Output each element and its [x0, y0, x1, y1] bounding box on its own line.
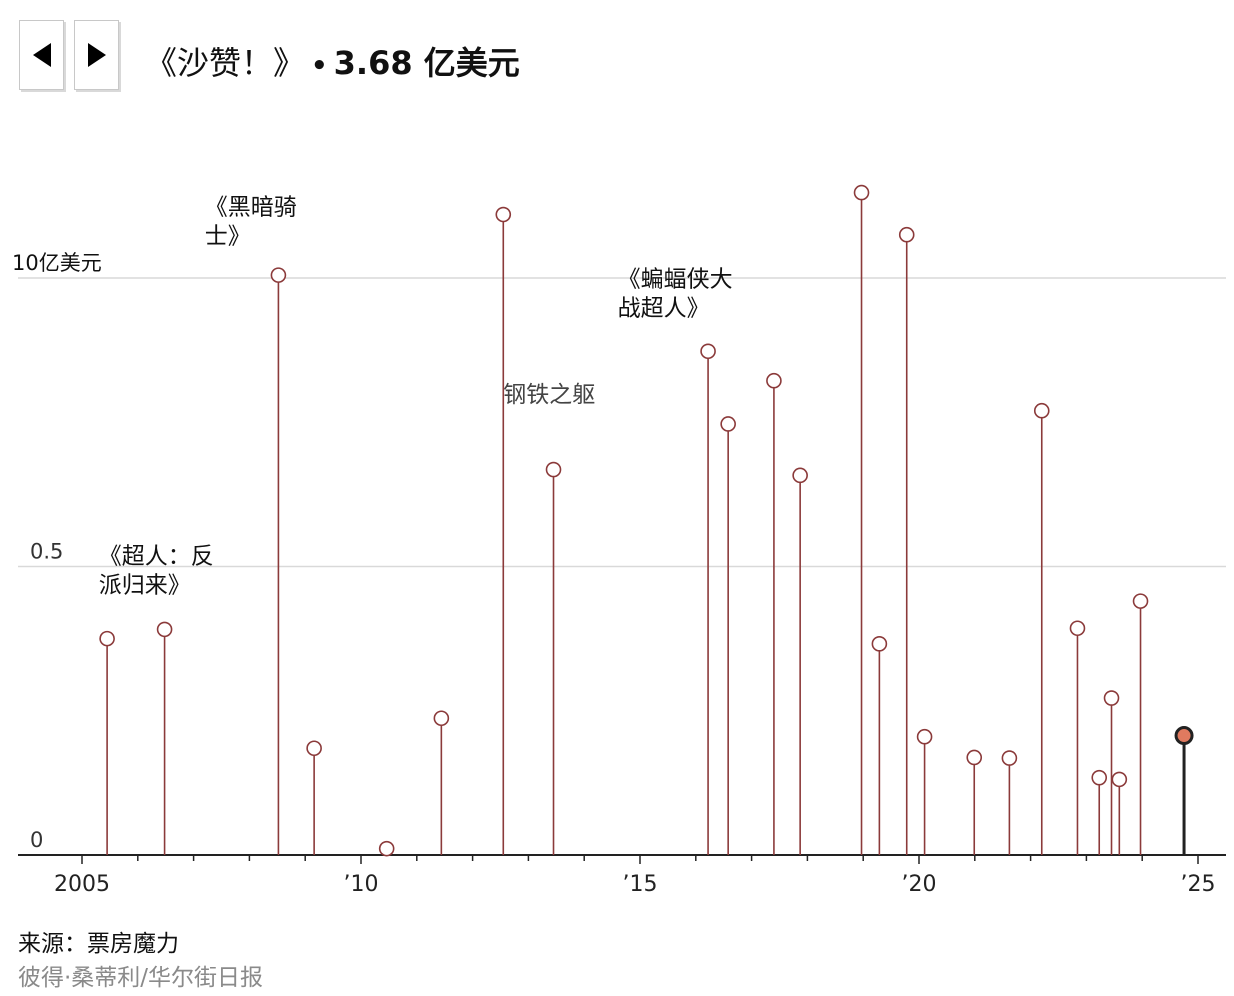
lollipop-point — [916, 728, 933, 745]
annotation-label: 《蝙蝠侠大战超人》 — [618, 267, 733, 322]
x-tick-label: ’25 — [1181, 872, 1216, 897]
x-tick-label: ’15 — [623, 872, 658, 897]
credit-note: 彼得·桑蒂利/华尔街日报 — [18, 965, 264, 991]
lollipop-point — [99, 630, 115, 647]
prev-button[interactable] — [19, 20, 64, 90]
lollipop-point — [545, 461, 562, 478]
annotation-label: 《超人：反派归来》 — [99, 544, 214, 599]
lollipop-point — [156, 621, 173, 638]
lollipop-point — [700, 343, 716, 360]
title-film-name: 《沙赞！》 — [145, 44, 306, 82]
y-tick-label: 0.5 — [30, 540, 63, 564]
triangle-left-icon — [32, 43, 51, 67]
title-separator: • — [311, 51, 328, 81]
lollipop-point — [898, 226, 915, 243]
lollipop-point — [1111, 771, 1128, 788]
highlight-point — [1174, 726, 1194, 746]
lollipop-point — [853, 184, 870, 201]
source-note: 来源：票房魔力 — [18, 931, 179, 957]
lollipop-point — [792, 467, 808, 484]
lollipop-point — [1132, 593, 1149, 609]
x-tick-label: ’10 — [344, 872, 379, 897]
lollipop-point — [270, 267, 287, 283]
lollipop-point — [1069, 620, 1086, 637]
chart-title: 《沙赞！》 • 3.68 亿美元 — [145, 38, 520, 84]
lollipop-point — [433, 710, 450, 727]
lollipop-point — [378, 840, 395, 857]
annotation-line: 钢铁之躯 — [503, 382, 595, 408]
annotation-label: 钢铁之躯 — [503, 382, 595, 408]
next-button[interactable] — [74, 20, 119, 90]
lollipop-point — [766, 372, 782, 389]
lollipop-point — [871, 636, 888, 652]
lollipop-point — [306, 740, 322, 757]
lollipop-point — [1001, 750, 1018, 766]
lollipop-point — [720, 416, 736, 432]
annotation-line: 《超人：反 — [99, 544, 214, 570]
lollipop-point — [495, 206, 512, 223]
title-value: 3.68 亿美元 — [333, 44, 520, 82]
x-tick-label: ’20 — [902, 872, 937, 897]
y-tick-label: 0 — [30, 828, 43, 852]
lollipop-chart: 0 0.5 10亿美元 2005 ’10 ’15 ’20 ’25 《超人：反派归来》 《黑暗骑士》… — [12, 184, 1226, 897]
triangle-right-icon — [87, 43, 106, 67]
annotation-line: 战超人》 — [618, 296, 710, 322]
lollipop-point — [1033, 402, 1050, 419]
lollipop-point — [966, 749, 983, 766]
lollipop-point — [1091, 769, 1108, 786]
annotation-line: 派归来》 — [99, 573, 191, 599]
lollipop-point — [1103, 690, 1120, 706]
annotation-label: 《黑暗骑士》 — [205, 195, 297, 250]
x-tick-label: 2005 — [54, 872, 110, 897]
y-tick-label: 10亿美元 — [12, 251, 102, 275]
annotation-line: 《黑暗骑 — [205, 195, 297, 221]
annotation-line: 士》 — [205, 224, 251, 250]
annotation-line: 《蝙蝠侠大 — [618, 267, 733, 293]
